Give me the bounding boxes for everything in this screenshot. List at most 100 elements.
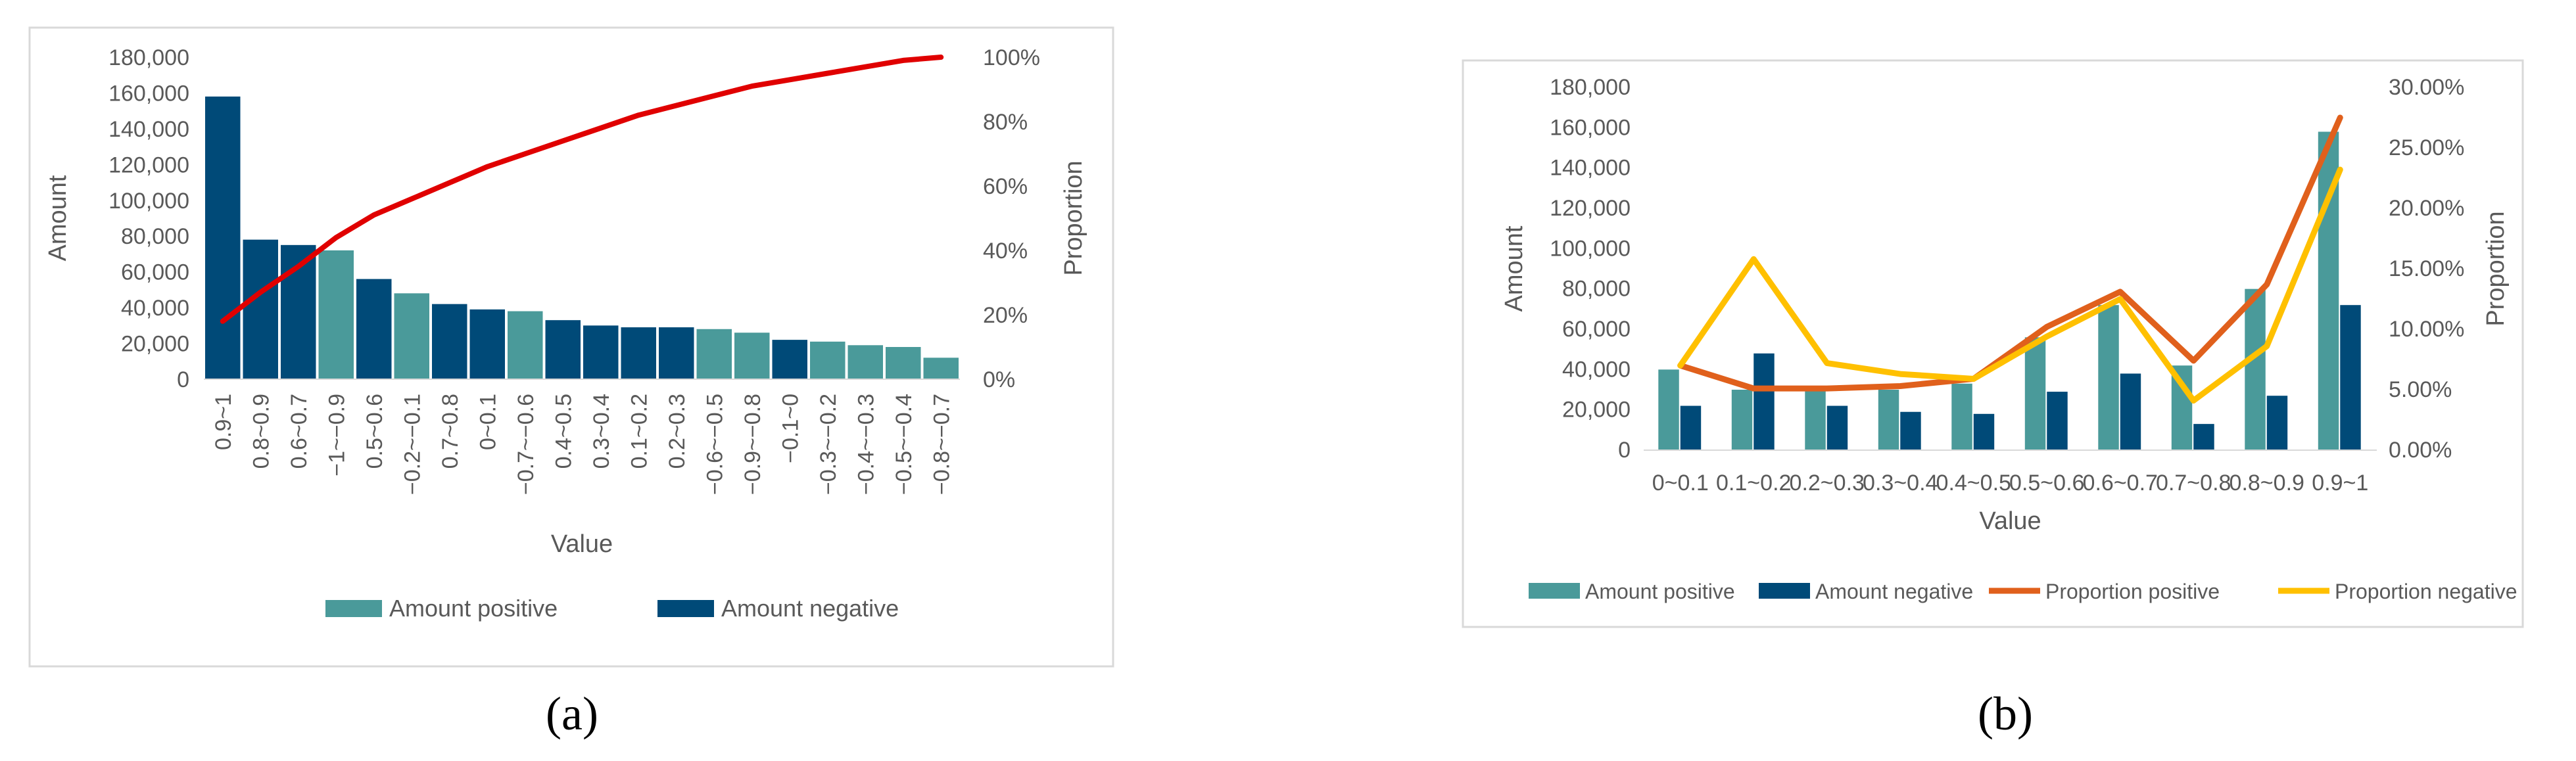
x-tick-label: 0.7~0.8 <box>438 394 463 469</box>
x-tick-label: −0.9~−0.8 <box>740 394 765 495</box>
panel-b-label: (b) <box>1978 687 2033 740</box>
x-tick-label: 0.3~0.4 <box>589 394 614 469</box>
y-tick-label: 80,000 <box>1562 277 1631 302</box>
proportion-line <box>1677 166 2343 404</box>
x-tick-label: 0.8~0.9 <box>2230 471 2304 496</box>
x-tick-label: 0.8~0.9 <box>249 394 274 469</box>
y-tick-label: 80,000 <box>121 224 189 249</box>
y2-tick-label: 0% <box>983 367 1015 392</box>
y2-tick-label: 0.00% <box>2389 438 2452 463</box>
bar <box>2245 288 2266 450</box>
bar <box>1680 405 1702 450</box>
bar <box>1658 369 1679 450</box>
bar <box>621 327 656 379</box>
bar <box>508 311 543 379</box>
bar <box>2024 337 2046 450</box>
legend-swatch <box>1759 583 1810 599</box>
bar <box>545 320 581 379</box>
bar <box>205 96 241 379</box>
bar <box>2047 392 2068 450</box>
bar <box>1973 413 1995 450</box>
bar <box>394 293 429 379</box>
x-tick-label: −0.8~−0.7 <box>929 394 954 495</box>
y-tick-label: 100,000 <box>1550 236 1631 261</box>
bar <box>1900 411 1921 450</box>
y-tick-label: 100,000 <box>108 189 189 214</box>
legend-swatch <box>1529 583 1580 599</box>
y2-axis-title: Proportion <box>1060 160 1087 275</box>
y-tick-label: 140,000 <box>108 117 189 142</box>
x-tick-label: 0.9~1 <box>2312 471 2368 496</box>
bar <box>243 239 278 379</box>
bar <box>772 340 807 379</box>
bar <box>923 357 959 379</box>
x-axis-title: Value <box>551 530 613 558</box>
x-tick-label: −0.4~−0.3 <box>853 394 878 495</box>
y-tick-label: 120,000 <box>1550 196 1631 221</box>
legend-label: Amount negative <box>721 595 899 622</box>
x-tick-label: 0.4~0.5 <box>1936 471 2011 496</box>
x-tick-label: 0.6~0.7 <box>2083 471 2158 496</box>
bar <box>1805 390 1826 450</box>
x-tick-label: 0.5~0.6 <box>2009 471 2084 496</box>
y-tick-label: 0 <box>177 367 189 392</box>
y-tick-label: 40,000 <box>121 296 189 321</box>
bar <box>696 329 732 379</box>
x-tick-label: 0.1~0.2 <box>627 394 652 469</box>
x-tick-label: 0.1~0.2 <box>1716 471 1791 496</box>
y-tick-label: 20,000 <box>1562 398 1631 423</box>
x-tick-label: 0.6~0.7 <box>287 394 312 469</box>
bar <box>432 304 467 379</box>
bar <box>810 341 846 379</box>
y-axis-title: Amount <box>1500 225 1528 311</box>
y2-tick-label: 60% <box>983 174 1028 199</box>
x-tick-label: 0.4~0.5 <box>551 394 576 469</box>
x-tick-label: 0.2~0.3 <box>665 394 690 469</box>
x-tick-label: −0.5~−0.4 <box>892 394 917 495</box>
x-tick-label: 0.5~0.6 <box>362 394 387 469</box>
panel-a: 0 20,000 40,000 60,000 80,000 100,000 120,000 1… <box>44 45 1087 622</box>
x-tick-label: 0.2~0.3 <box>1790 471 1865 496</box>
y-tick-label: 60,000 <box>121 260 189 285</box>
x-tick-label: 0.3~0.4 <box>1863 471 1938 496</box>
x-tick-label: −1~−0.9 <box>324 394 349 476</box>
bar <box>469 309 505 379</box>
y2-axis-title: Proportion <box>2482 211 2510 326</box>
bar <box>2120 373 2141 450</box>
panel-a-label: (a) <box>546 687 598 740</box>
x-tick-label: 0~0.1 <box>1652 471 1709 496</box>
bar <box>2098 305 2119 450</box>
panel-b: 0 20,000 40,000 60,000 80,000 100,000 120,000 1… <box>1500 75 2517 603</box>
x-tick-label: −0.1~0 <box>778 394 803 463</box>
proportion-line <box>1677 114 2343 392</box>
y2-tick-label: 15.00% <box>2389 256 2464 281</box>
panel-b-frame <box>1462 59 2524 628</box>
y2-tick-label: 5.00% <box>2389 377 2452 402</box>
bar <box>2266 396 2288 450</box>
y2-tick-label: 10.00% <box>2389 317 2464 342</box>
proportion-line <box>220 55 944 324</box>
y-tick-label: 20,000 <box>121 332 189 357</box>
bar <box>2340 305 2361 450</box>
y2-tick-label: 20.00% <box>2389 196 2464 221</box>
y-tick-label: 160,000 <box>1550 115 1631 140</box>
y-tick-label: 40,000 <box>1562 357 1631 382</box>
x-tick-label: 0~0.1 <box>475 394 500 450</box>
x-tick-label: −0.6~−0.5 <box>702 394 727 495</box>
legend-label: Amount positive <box>1585 580 1735 603</box>
bar <box>1878 390 1899 450</box>
x-tick-label: 0.7~0.8 <box>2156 471 2231 496</box>
x-axis-title: Value <box>1979 507 2041 535</box>
x-tick-label: −0.2~−0.1 <box>400 394 425 495</box>
x-tick-label: −0.3~−0.2 <box>816 394 841 495</box>
legend-swatch <box>657 600 714 617</box>
legend-swatch <box>325 600 382 617</box>
y2-tick-label: 80% <box>983 110 1028 135</box>
legend-label: Amount negative <box>1815 580 1973 603</box>
bar <box>583 325 619 379</box>
bar <box>734 333 770 379</box>
y-tick-label: 160,000 <box>108 81 189 106</box>
bar <box>2193 424 2214 450</box>
y2-tick-label: 25.00% <box>2389 135 2464 160</box>
bar <box>318 250 354 379</box>
